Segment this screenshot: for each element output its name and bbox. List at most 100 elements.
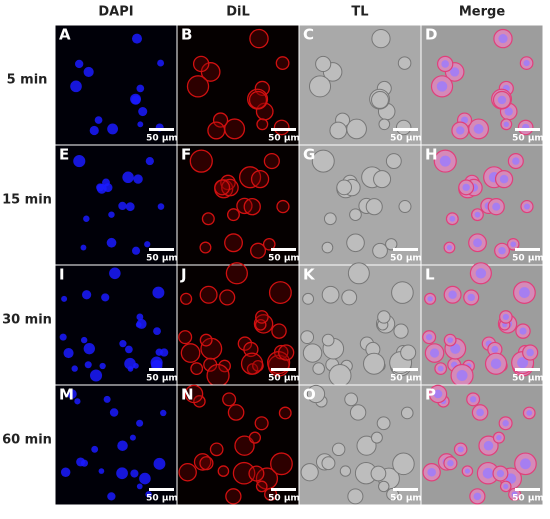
nucleus [101, 293, 110, 302]
nucleus [99, 362, 106, 370]
nucleus [83, 343, 95, 355]
membrane [250, 169, 270, 189]
nucleus [498, 34, 508, 44]
nucleus [482, 467, 494, 479]
nucleus [447, 337, 454, 344]
panel-letter: J [180, 266, 187, 284]
cell [400, 406, 414, 420]
cell [328, 364, 352, 387]
membrane [189, 149, 213, 173]
column-header: DiL [226, 5, 250, 20]
membrane [206, 363, 230, 388]
cell [393, 323, 409, 339]
scale-label: 50 μm [390, 374, 422, 384]
cell [356, 435, 377, 456]
cell [321, 333, 335, 347]
nucleus [119, 340, 127, 348]
nucleus [433, 389, 443, 399]
cell [341, 289, 358, 306]
nucleus [125, 202, 135, 212]
nucleus [73, 155, 86, 168]
micrograph-panel: I 50 μm [54, 264, 178, 386]
nucleus [503, 483, 509, 490]
membrane [263, 152, 280, 170]
nucleus [67, 389, 77, 399]
cell [306, 384, 326, 404]
panel-letter: O [303, 386, 316, 404]
membrane [256, 118, 269, 131]
scale-label: 50 μm [390, 254, 422, 264]
membrane [248, 465, 265, 482]
nucleus [502, 313, 509, 321]
nucleus [511, 491, 518, 498]
nucleus [103, 183, 113, 193]
nucleus [160, 348, 169, 357]
nucleus [448, 290, 457, 299]
cell [321, 285, 340, 304]
scale-label: 50 μm [268, 134, 300, 144]
nucleus [109, 408, 119, 417]
cell [300, 330, 315, 345]
scale-bar [393, 248, 418, 251]
nucleus [473, 492, 482, 501]
scale-bar [271, 128, 296, 131]
scale-bar [271, 488, 296, 491]
nucleus [497, 95, 507, 105]
membrane [273, 119, 290, 136]
nucleus [145, 491, 152, 498]
cell [331, 442, 346, 457]
membrane [192, 55, 210, 73]
scale-label: 50 μm [268, 254, 300, 264]
nucleus [145, 156, 154, 166]
nucleus [510, 241, 517, 248]
membrane [214, 179, 231, 196]
nucleus [449, 215, 456, 222]
membrane [180, 292, 193, 305]
nucleus [59, 333, 67, 341]
cell [329, 121, 348, 140]
panel-letter: H [425, 146, 438, 164]
cell [371, 29, 391, 49]
nucleus [106, 237, 117, 248]
cell [398, 200, 412, 214]
nucleus [83, 215, 90, 222]
membrane [224, 233, 243, 253]
nucleus [80, 244, 87, 251]
nucleus [491, 345, 499, 353]
nucleus [109, 267, 121, 280]
membrane [275, 56, 290, 70]
scale-label: 50 μm [512, 254, 544, 264]
nucleus [157, 59, 165, 67]
membrane [254, 416, 269, 431]
nucleus [467, 293, 475, 302]
nucleus [512, 157, 520, 165]
nucleus [60, 467, 71, 477]
membrane [222, 392, 237, 407]
scale-bar [149, 488, 174, 491]
membrane [190, 362, 204, 376]
nucleus [144, 241, 151, 248]
column-header: Merge [459, 5, 505, 20]
row-label: 60 min [2, 433, 52, 448]
membrane [248, 431, 262, 444]
column-header: TL [351, 5, 368, 20]
membrane [234, 435, 255, 456]
nucleus [136, 84, 145, 93]
scale-label: 50 μm [512, 494, 544, 504]
nucleus [499, 174, 509, 184]
membrane [199, 241, 212, 254]
scale-bar [515, 368, 540, 371]
cell [386, 487, 400, 501]
membrane [255, 310, 269, 324]
nucleus [475, 268, 487, 279]
nucleus [118, 201, 127, 211]
cell [339, 465, 352, 477]
panel-letter: N [181, 386, 194, 404]
nucleus [441, 60, 449, 68]
scale-bar [515, 128, 540, 131]
nucleus [450, 67, 460, 77]
nucleus [91, 445, 99, 453]
micrograph-panel: H 50 μm [420, 144, 544, 266]
membrane [178, 462, 197, 482]
nucleus [502, 420, 509, 427]
